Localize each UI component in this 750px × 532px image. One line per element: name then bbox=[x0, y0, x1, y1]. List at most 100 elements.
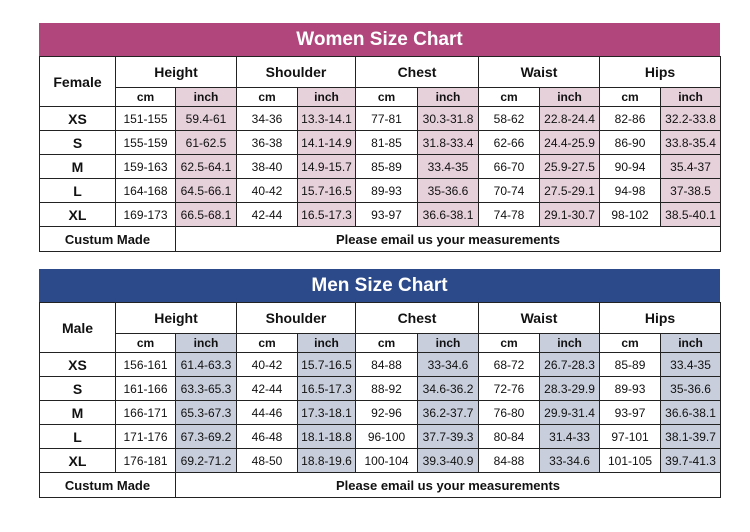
inch-cell: 33.4-35 bbox=[660, 352, 722, 377]
cm-cell: 77-81 bbox=[355, 106, 419, 131]
size-label: L bbox=[39, 424, 116, 449]
cm-cell: 74-78 bbox=[478, 202, 541, 227]
unit-inch-header: inch bbox=[296, 333, 357, 353]
size-label: XS bbox=[39, 106, 116, 131]
cm-cell: 176-181 bbox=[115, 448, 176, 473]
inch-cell: 36.2-37.7 bbox=[417, 400, 480, 425]
size-row: XS 151-155 59.4-61 34-36 13.3-14.1 77-81 30.3-… bbox=[39, 106, 722, 131]
inch-cell: 33.4-35 bbox=[417, 154, 480, 179]
cm-cell: 42-44 bbox=[236, 376, 298, 401]
cm-cell: 46-48 bbox=[236, 424, 298, 449]
cm-cell: 84-88 bbox=[478, 448, 541, 473]
email-note: Please email us your measurements bbox=[174, 226, 722, 252]
cm-cell: 62-66 bbox=[478, 130, 541, 155]
unit-inch-header: inch bbox=[175, 333, 237, 353]
inch-cell: 18.1-18.8 bbox=[296, 424, 357, 449]
cm-cell: 72-76 bbox=[478, 376, 541, 401]
unit-cm-header: cm bbox=[115, 87, 176, 107]
unit-inch-header: inch bbox=[539, 333, 601, 353]
size-row: L 171-176 67.3-69.2 46-48 18.1-18.8 96-100 37.… bbox=[39, 424, 722, 449]
unit-inch-header: inch bbox=[417, 87, 480, 107]
unit-cm-header: cm bbox=[115, 333, 176, 353]
inch-cell: 39.7-41.3 bbox=[660, 448, 722, 473]
cm-cell: 84-88 bbox=[355, 352, 419, 377]
inch-cell: 35-36.6 bbox=[417, 178, 480, 203]
cm-cell: 90-94 bbox=[599, 154, 662, 179]
cm-cell: 89-93 bbox=[599, 376, 662, 401]
inch-cell: 59.4-61 bbox=[175, 106, 237, 131]
measure-header: Height bbox=[115, 302, 237, 334]
inch-cell: 29.9-31.4 bbox=[539, 400, 601, 425]
inch-cell: 24.4-25.9 bbox=[539, 130, 601, 155]
cm-cell: 159-163 bbox=[115, 154, 176, 179]
size-label: XS bbox=[39, 352, 116, 377]
inch-cell: 14.1-14.9 bbox=[296, 130, 357, 155]
cm-cell: 34-36 bbox=[236, 106, 298, 131]
inch-cell: 15.7-16.5 bbox=[296, 178, 357, 203]
inch-cell: 30.3-31.8 bbox=[417, 106, 480, 131]
cm-cell: 101-105 bbox=[599, 448, 662, 473]
unit-cm-header: cm bbox=[236, 87, 298, 107]
email-note: Please email us your measurements bbox=[174, 472, 722, 498]
inch-cell: 15.7-16.5 bbox=[296, 352, 357, 377]
cm-cell: 38-40 bbox=[236, 154, 298, 179]
size-row: M 159-163 62.5-64.1 38-40 14.9-15.7 85-89 33.4… bbox=[39, 154, 722, 179]
measure-header: Hips bbox=[599, 302, 722, 334]
cm-cell: 40-42 bbox=[236, 352, 298, 377]
inch-cell: 64.5-66.1 bbox=[175, 178, 237, 203]
inch-cell: 37.7-39.3 bbox=[417, 424, 480, 449]
size-label: L bbox=[39, 178, 116, 203]
inch-cell: 36.6-38.1 bbox=[417, 202, 480, 227]
unit-inch-header: inch bbox=[417, 333, 480, 353]
cm-cell: 48-50 bbox=[236, 448, 298, 473]
inch-cell: 63.3-65.3 bbox=[175, 376, 237, 401]
cm-cell: 82-86 bbox=[599, 106, 662, 131]
chart-title: Women Size Chart bbox=[39, 23, 720, 56]
inch-cell: 39.3-40.9 bbox=[417, 448, 480, 473]
cm-cell: 93-97 bbox=[599, 400, 662, 425]
inch-cell: 16.5-17.3 bbox=[296, 202, 357, 227]
inch-cell: 33.8-35.4 bbox=[660, 130, 722, 155]
unit-cm-header: cm bbox=[599, 333, 662, 353]
inch-cell: 61-62.5 bbox=[175, 130, 237, 155]
inch-cell: 31.4-33 bbox=[539, 424, 601, 449]
measure-header: Chest bbox=[355, 56, 480, 88]
gender-label: Female bbox=[39, 56, 116, 107]
size-row: XS 156-161 61.4-63.3 40-42 15.7-16.5 84-88 33-… bbox=[39, 352, 722, 377]
cm-cell: 98-102 bbox=[599, 202, 662, 227]
cm-cell: 171-176 bbox=[115, 424, 176, 449]
unit-inch-header: inch bbox=[660, 87, 722, 107]
size-label: M bbox=[39, 400, 116, 425]
cm-cell: 80-84 bbox=[478, 424, 541, 449]
cm-cell: 161-166 bbox=[115, 376, 176, 401]
custom-made-label: Custum Made bbox=[39, 472, 176, 498]
cm-cell: 42-44 bbox=[236, 202, 298, 227]
inch-cell: 38.1-39.7 bbox=[660, 424, 722, 449]
inch-cell: 33-34.6 bbox=[539, 448, 601, 473]
inch-cell: 38.5-40.1 bbox=[660, 202, 722, 227]
inch-cell: 27.5-29.1 bbox=[539, 178, 601, 203]
size-label: XL bbox=[39, 202, 116, 227]
cm-cell: 58-62 bbox=[478, 106, 541, 131]
unit-inch-header: inch bbox=[660, 333, 722, 353]
inch-cell: 35-36.6 bbox=[660, 376, 722, 401]
cm-cell: 100-104 bbox=[355, 448, 419, 473]
cm-cell: 86-90 bbox=[599, 130, 662, 155]
cm-cell: 85-89 bbox=[599, 352, 662, 377]
size-row: XL 176-181 69.2-71.2 48-50 18.8-19.6 100-104 3… bbox=[39, 448, 722, 473]
inch-cell: 34.6-36.2 bbox=[417, 376, 480, 401]
cm-cell: 96-100 bbox=[355, 424, 419, 449]
inch-cell: 65.3-67.3 bbox=[175, 400, 237, 425]
cm-cell: 155-159 bbox=[115, 130, 176, 155]
size-label: S bbox=[39, 376, 116, 401]
cm-cell: 166-171 bbox=[115, 400, 176, 425]
measure-header: Waist bbox=[478, 56, 601, 88]
cm-cell: 89-93 bbox=[355, 178, 419, 203]
measure-header: Shoulder bbox=[235, 56, 357, 88]
size-label: M bbox=[39, 154, 116, 179]
unit-cm-header: cm bbox=[236, 333, 298, 353]
inch-cell: 66.5-68.1 bbox=[175, 202, 237, 227]
cm-cell: 40-42 bbox=[236, 178, 298, 203]
cm-cell: 36-38 bbox=[236, 130, 298, 155]
measure-header: Chest bbox=[355, 302, 480, 334]
